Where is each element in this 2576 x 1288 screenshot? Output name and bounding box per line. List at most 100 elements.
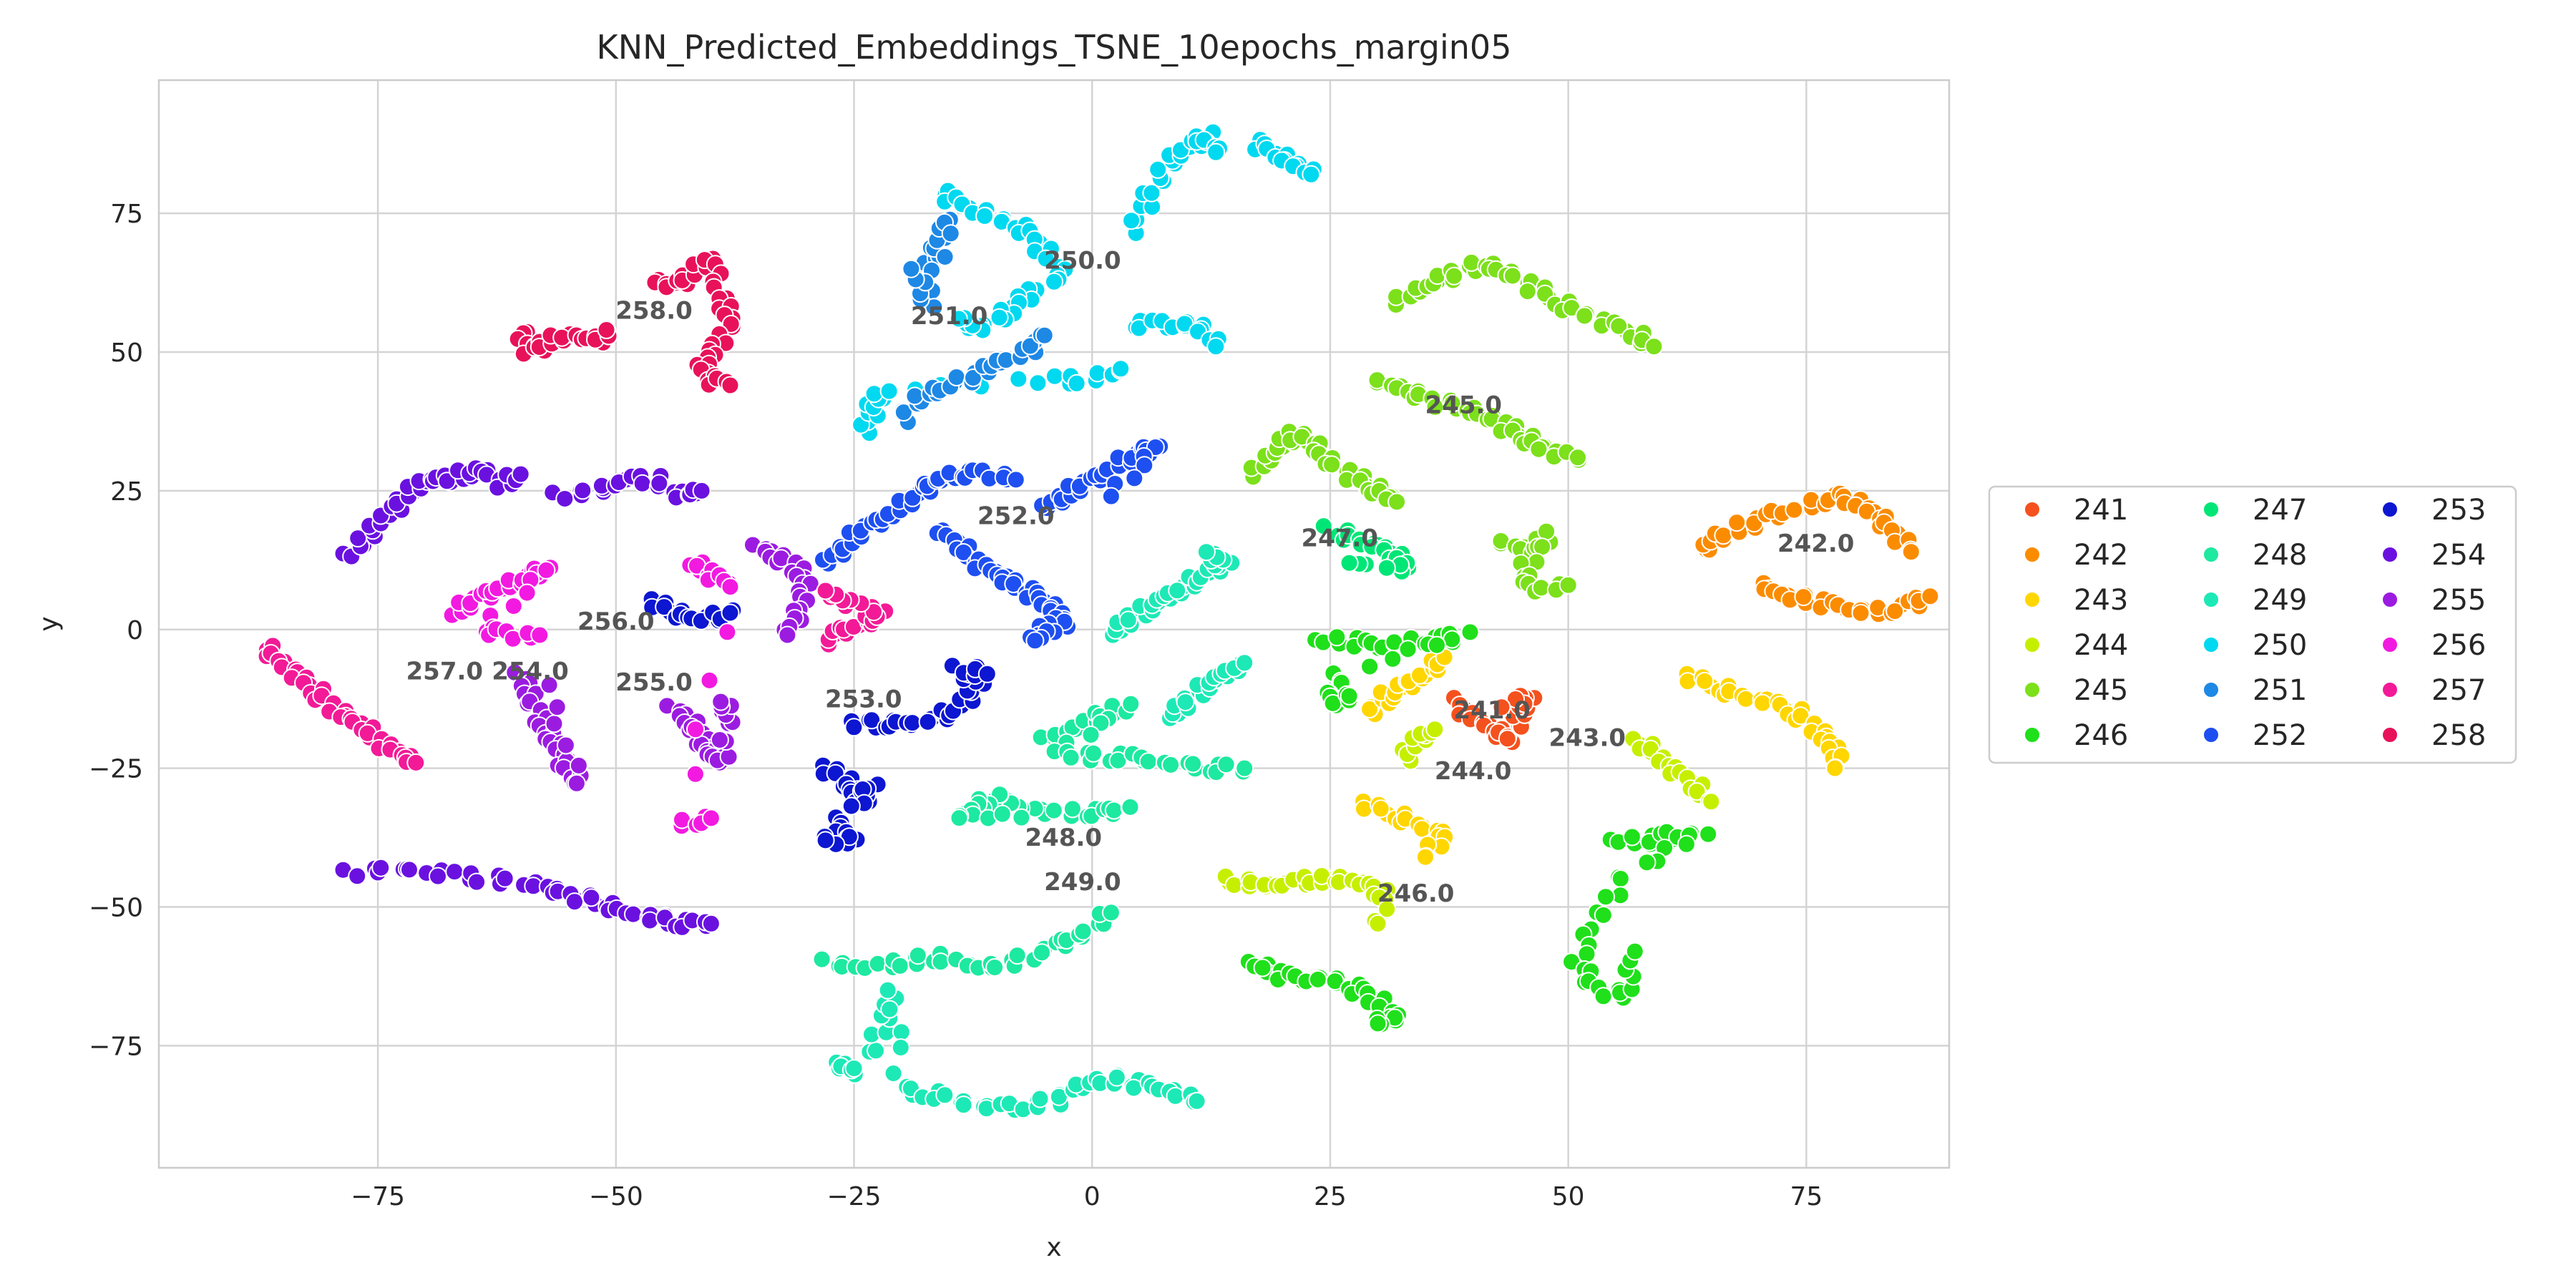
data-point: [1503, 266, 1522, 286]
data-point: [1736, 689, 1755, 708]
data-point: [721, 603, 740, 623]
data-point: [949, 309, 968, 328]
x-axis-title: x: [1046, 1233, 1061, 1262]
legend-label-252: 252: [2253, 719, 2307, 752]
data-point: [573, 481, 592, 500]
data-point: [371, 858, 391, 877]
data-point: [721, 577, 740, 597]
data-point: [1492, 698, 1511, 717]
data-point: [1416, 847, 1435, 867]
cluster-label-245: 245.0: [1425, 391, 1503, 419]
data-point: [975, 207, 994, 225]
data-point: [718, 623, 737, 642]
data-point: [1506, 690, 1525, 708]
data-point: [1568, 448, 1587, 467]
data-point: [1637, 853, 1657, 872]
x-tick-label: 25: [1314, 1182, 1347, 1211]
data-point: [555, 489, 575, 508]
legend-label-251: 251: [2253, 674, 2307, 707]
data-point: [1387, 492, 1407, 512]
data-point: [348, 867, 367, 886]
data-point: [1033, 943, 1051, 962]
data-point: [1625, 942, 1644, 961]
legend-marker-246: [2024, 726, 2041, 743]
series-252: [814, 436, 1170, 650]
y-tick-label: 25: [110, 477, 143, 507]
series-248: [812, 694, 1254, 977]
data-point: [597, 321, 616, 339]
data-point: [1699, 824, 1718, 844]
legend-label-253: 253: [2431, 494, 2486, 527]
data-point: [1061, 748, 1080, 767]
data-point: [1498, 729, 1517, 748]
cluster-label-246: 246.0: [1377, 879, 1455, 908]
series-247: [1314, 517, 1418, 581]
data-point: [511, 464, 530, 484]
data-point: [1216, 755, 1236, 774]
legend-marker-257: [2381, 681, 2399, 698]
data-point: [1176, 693, 1195, 712]
legend-marker-244: [2024, 636, 2041, 653]
data-point: [1135, 456, 1154, 475]
data-point: [692, 481, 711, 500]
y-tick-label: −50: [89, 894, 143, 923]
cluster-label-255: 255.0: [615, 668, 693, 697]
data-point: [1138, 752, 1158, 771]
data-point: [1425, 720, 1445, 739]
data-point: [1785, 500, 1804, 519]
data-point: [1009, 369, 1028, 389]
data-point: [778, 625, 797, 645]
data-point: [624, 904, 643, 924]
data-point: [700, 670, 719, 690]
data-point: [1677, 834, 1696, 854]
cluster-label-243: 243.0: [1549, 724, 1626, 753]
data-point: [1413, 819, 1432, 839]
data-point: [1558, 575, 1578, 595]
data-point: [844, 718, 864, 737]
series-257: [257, 581, 895, 772]
legend-label-241: 241: [2074, 494, 2128, 527]
cluster-label-241: 241.0: [1453, 696, 1531, 725]
series-251: [893, 210, 1054, 431]
data-point: [1443, 394, 1462, 413]
data-point: [905, 386, 924, 406]
data-point: [686, 720, 705, 739]
data-point: [908, 946, 927, 965]
data-point: [1035, 326, 1054, 345]
data-point: [1045, 272, 1063, 291]
data-point: [1308, 970, 1327, 989]
series-250: [852, 122, 1323, 443]
data-point: [1314, 517, 1333, 536]
data-point: [517, 583, 537, 602]
data-point: [1518, 282, 1537, 301]
y-tick-label: 50: [110, 338, 143, 368]
data-point: [1594, 905, 1613, 924]
legend-label-254: 254: [2431, 539, 2486, 572]
data-point: [582, 888, 601, 907]
data-point: [1371, 799, 1390, 819]
data-point: [701, 914, 721, 933]
data-point: [1045, 366, 1064, 386]
data-point: [1073, 922, 1093, 941]
legend-marker-242: [2024, 546, 2041, 563]
data-point: [556, 736, 575, 755]
data-point: [1575, 306, 1594, 326]
data-point: [1851, 603, 1870, 623]
data-point: [1101, 903, 1121, 922]
y-tick-label: −25: [89, 755, 143, 784]
data-point: [868, 954, 887, 973]
data-point: [540, 675, 559, 695]
data-points: [257, 122, 1940, 1120]
plot-frame: [157, 79, 1951, 1169]
data-point: [1104, 801, 1123, 820]
data-point: [429, 867, 447, 886]
data-point: [1091, 713, 1111, 733]
legend-label-245: 245: [2074, 674, 2128, 707]
data-point: [710, 731, 729, 749]
data-point: [650, 474, 669, 493]
legend-label-250: 250: [2253, 629, 2307, 662]
legend-label-246: 246: [2074, 719, 2128, 752]
series-249: [827, 542, 1254, 1120]
data-point: [1044, 801, 1063, 820]
data-point: [1302, 165, 1321, 184]
